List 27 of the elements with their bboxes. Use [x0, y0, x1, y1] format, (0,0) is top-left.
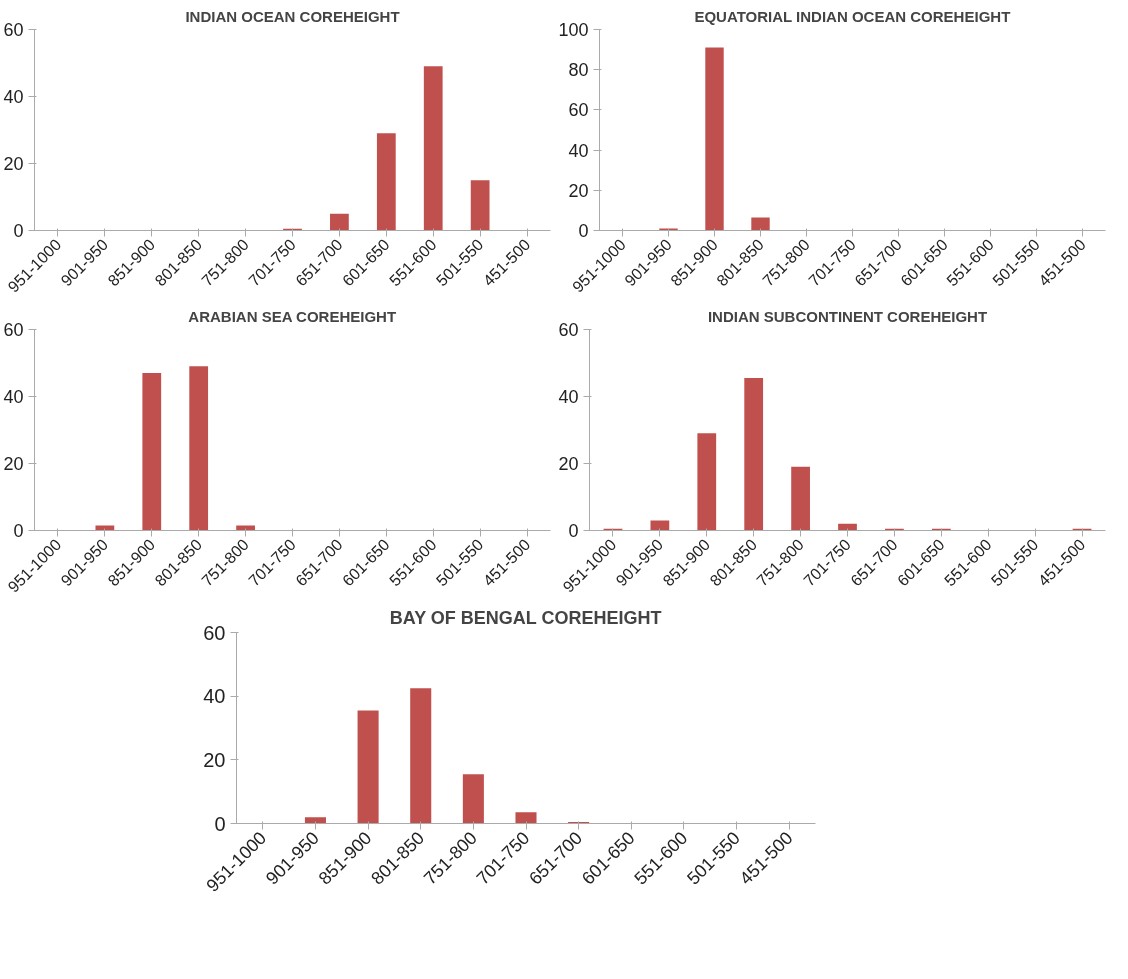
y-tick-label: 20	[558, 454, 579, 474]
y-tick-label: 20	[3, 154, 24, 174]
y-tick-label: 100	[558, 20, 589, 40]
y-tick-label: 40	[203, 685, 226, 708]
y-tick-label: 40	[3, 87, 24, 107]
y-tick-label: 20	[203, 748, 226, 771]
y-tick-label: 60	[3, 320, 24, 340]
chart-title: EQUATORIAL INDIAN OCEAN COREHEIGHT	[694, 7, 1011, 25]
chart-title: BAY OF BENGAL COREHEIGHT	[389, 607, 662, 628]
y-tick-label: 60	[558, 320, 579, 340]
y-tick-label: 20	[3, 454, 24, 474]
y-tick-label: 80	[568, 60, 589, 81]
y-tick-label: 0	[13, 221, 24, 241]
y-tick-label: 40	[3, 387, 24, 407]
chart-title: ARABIAN SEA COREHEIGHT	[188, 307, 397, 325]
y-tick-label: 0	[13, 521, 24, 541]
y-tick-label: 60	[203, 621, 226, 644]
y-tick-label: 0	[578, 221, 589, 241]
chart-title: INDIAN SUBCONTINENT COREHEIGHT	[707, 307, 988, 325]
y-tick-label: 60	[3, 20, 24, 40]
y-tick-label: 60	[568, 100, 589, 121]
chart-title: INDIAN OCEAN COREHEIGHT	[185, 7, 400, 25]
y-tick-label: 0	[568, 521, 579, 541]
y-tick-label: 40	[558, 387, 579, 407]
y-tick-label: 40	[568, 140, 589, 161]
y-tick-label: 20	[568, 180, 589, 201]
y-tick-label: 0	[214, 812, 226, 835]
